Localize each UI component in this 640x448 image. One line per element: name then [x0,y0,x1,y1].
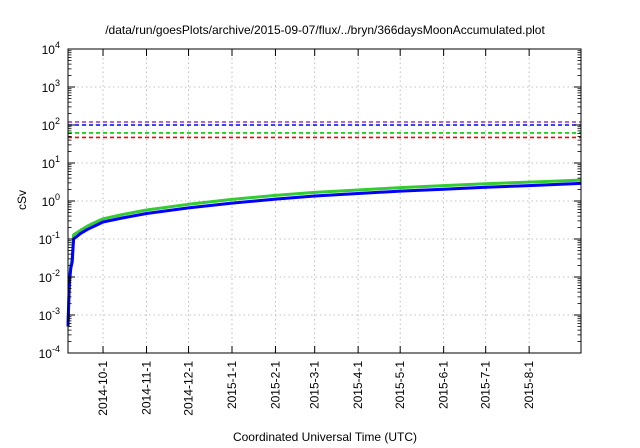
chart-title: /data/run/goesPlots/archive/2015-09-07/f… [105,23,545,37]
x-tick-label: 2015-6-1 [437,361,451,409]
x-tick-label: 2015-7-1 [479,361,493,409]
series-line [66,181,582,327]
y-tick-label: 10-2 [39,268,60,285]
y-tick-label: 10-3 [39,306,60,323]
y-tick-label: 103 [42,78,60,95]
y-tick-label: 100 [42,192,60,209]
x-tick-label: 2015-1-1 [225,361,239,409]
series-line [66,178,582,324]
x-tick-label: 2015-5-1 [393,361,407,409]
x-tick-label: 2014-11-1 [139,361,153,415]
y-tick-label: 10-4 [39,344,60,361]
x-tick-label: 2014-10-1 [96,361,110,416]
y-tick-label: 101 [42,154,60,171]
grid [68,49,581,353]
x-tick-label: 2015-4-1 [351,361,365,409]
y-tick-label: 104 [42,40,60,57]
x-tick-label: 2015-3-1 [308,361,322,409]
x-axis-label: Coordinated Universal Time (UTC) [233,430,417,444]
y-axis-label: cSv [15,190,29,210]
x-tick-label: 2014-12-1 [182,361,196,416]
x-tick-label: 2015-8-1 [522,361,536,409]
x-tick-labels: 2014-10-1 2014-11-1 2014-12-1 2015-1-1 2015-… [96,361,536,416]
y-tick-label: 102 [42,116,60,133]
y-tick-labels: 10-4 10-3 10-2 10-1 100 101 102 103 104 [39,40,60,361]
series-lines [66,178,582,327]
axis-ticks [68,48,581,354]
x-tick-label: 2015-2-1 [268,361,282,409]
threshold-lines [68,121,581,139]
y-tick-label: 10-1 [39,230,60,247]
